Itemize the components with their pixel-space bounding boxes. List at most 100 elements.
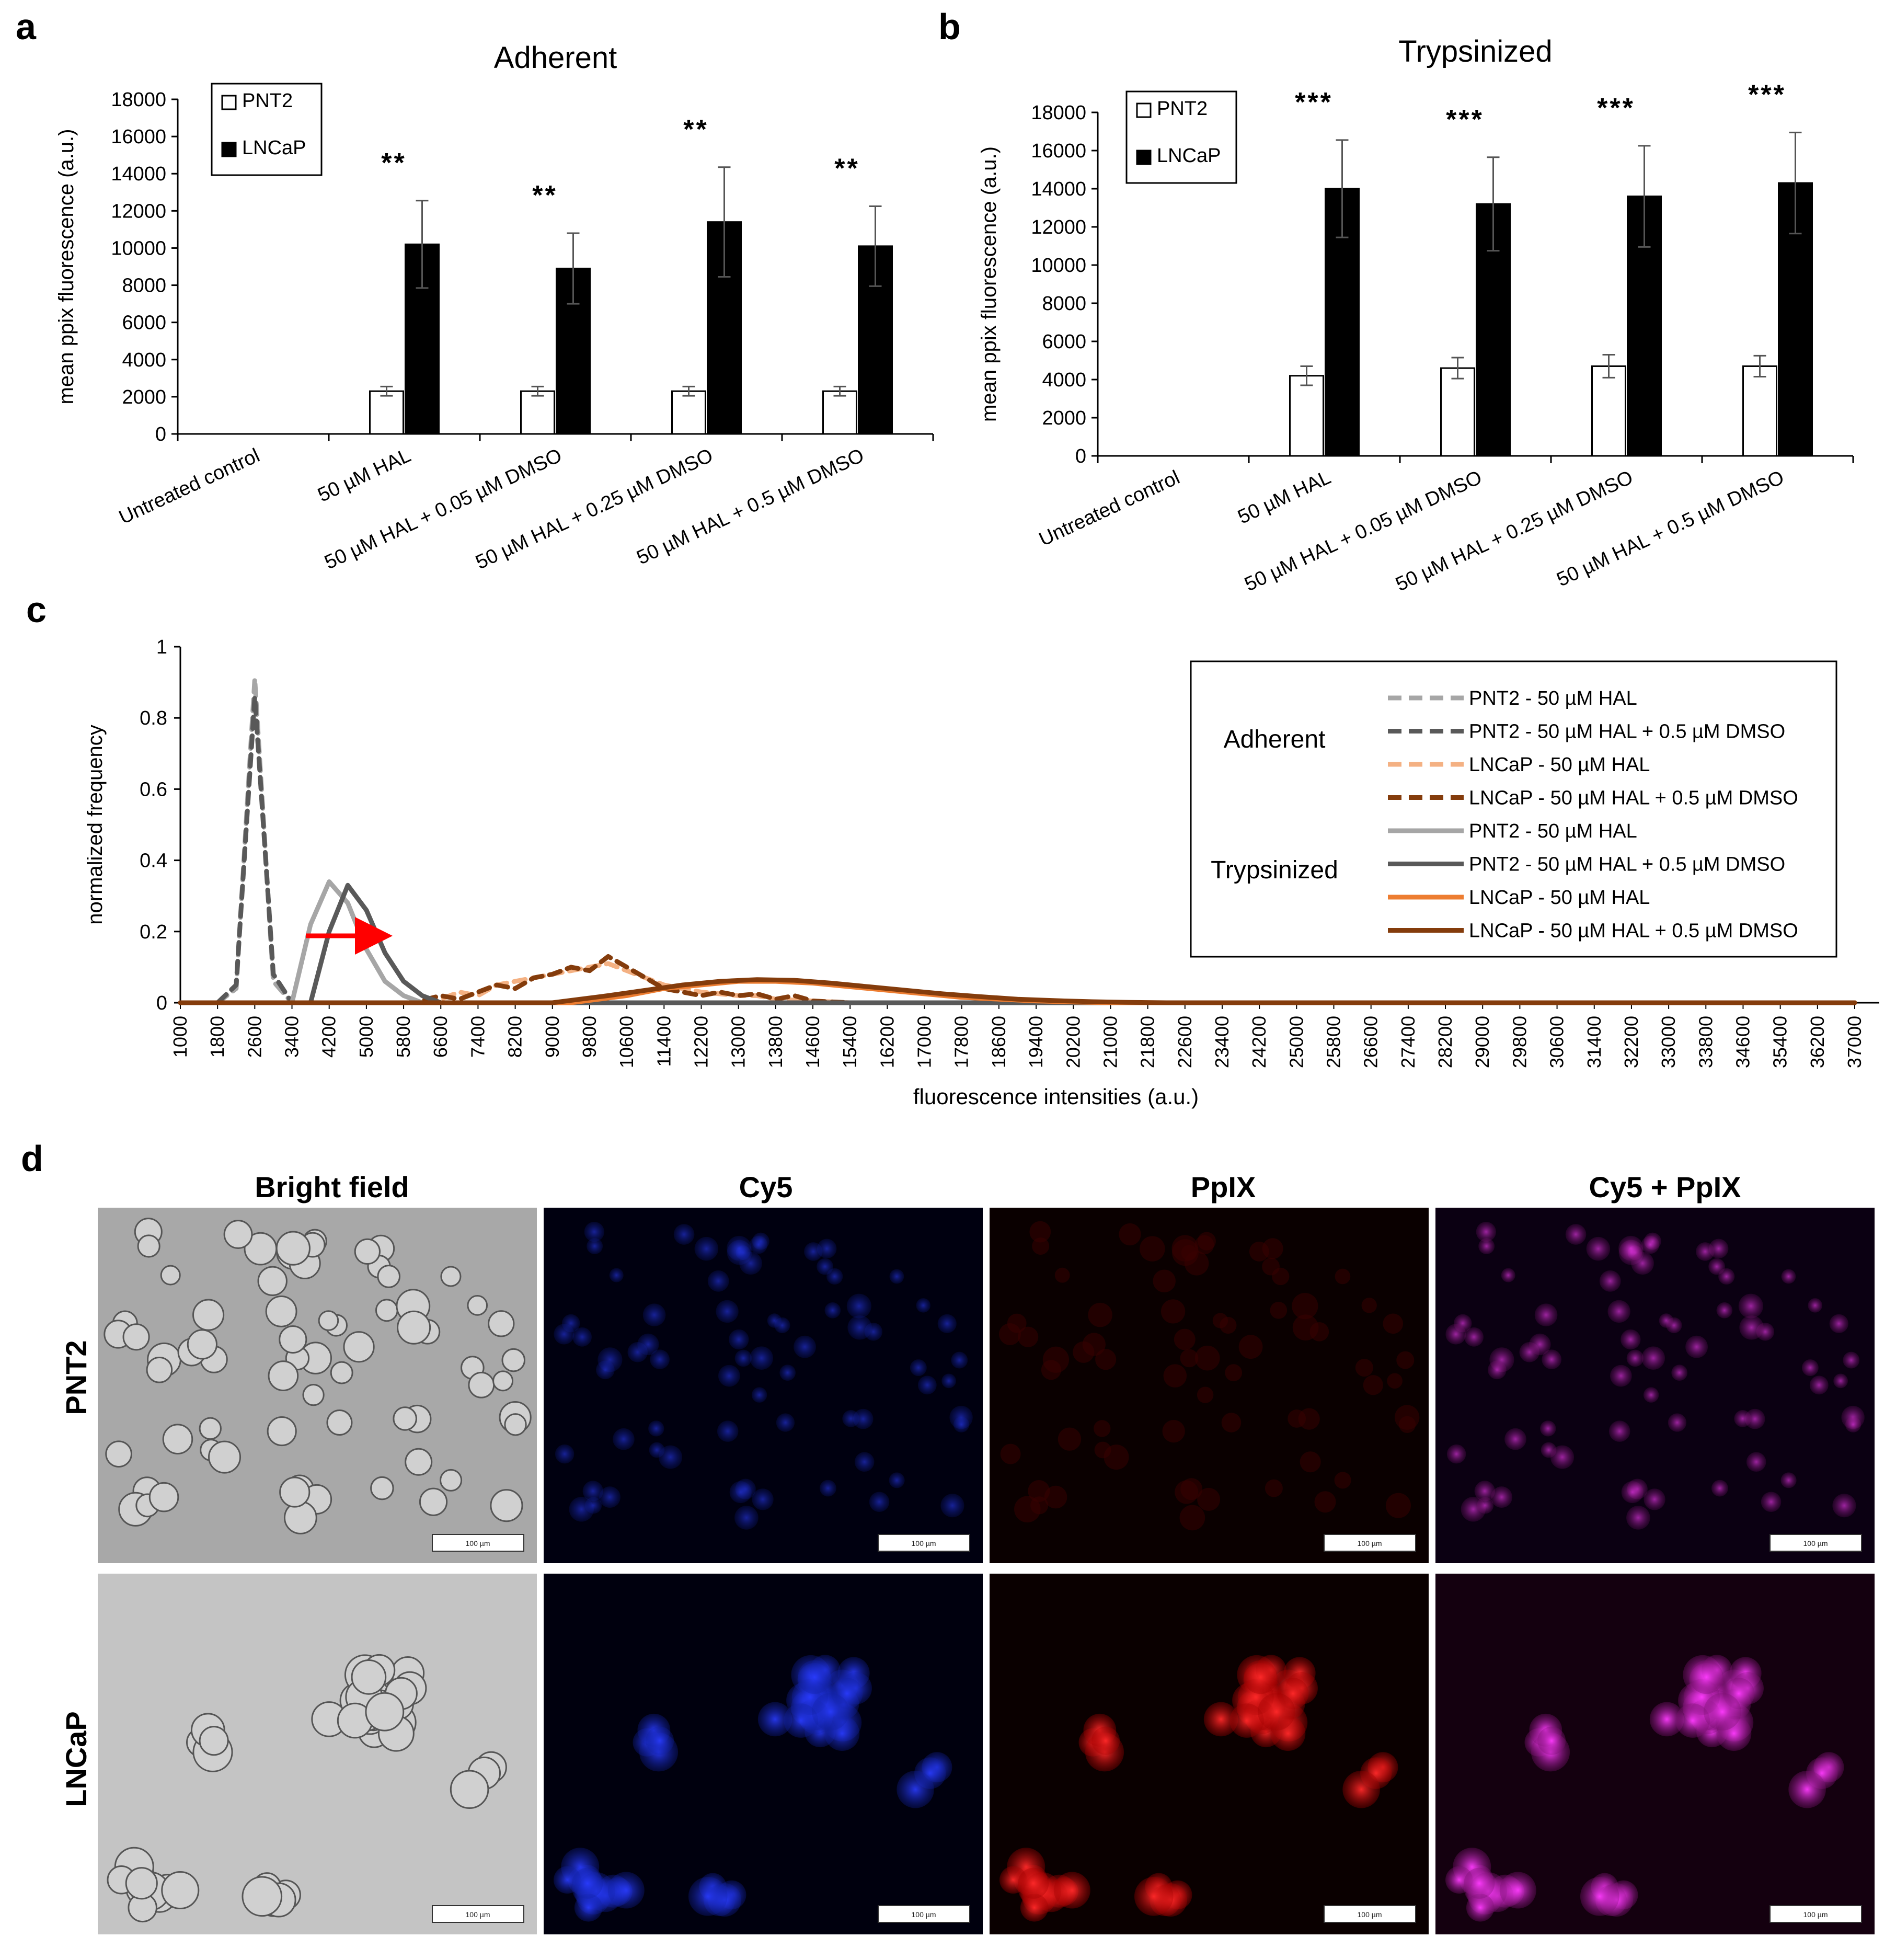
x-tick-label: 35400: [1769, 1016, 1791, 1068]
cell: [1761, 1492, 1782, 1512]
cell: [1288, 1409, 1306, 1428]
cell: [727, 1235, 752, 1261]
x-tick-label: 32200: [1621, 1016, 1642, 1068]
x-tick-label: 22600: [1174, 1016, 1196, 1068]
x-tick-label: 21800: [1137, 1016, 1158, 1068]
cell: [937, 1314, 957, 1333]
y-tick-label: 14000: [111, 163, 166, 185]
cell: [1032, 1237, 1050, 1255]
chart-a-adherent: Adherent mean ppix fluorescence (a.u.) 0 20…: [55, 41, 934, 574]
cell: [572, 1327, 592, 1347]
cell: [637, 1333, 659, 1356]
y-tick-label: 16000: [111, 126, 166, 148]
cell: [1675, 1703, 1710, 1738]
cell: [1739, 1315, 1764, 1340]
column-title: Cy5: [739, 1171, 793, 1203]
cell: [1197, 1487, 1221, 1511]
scale-bar: [1324, 1905, 1416, 1923]
cell: [1780, 1472, 1797, 1488]
cell: [1529, 1333, 1551, 1356]
x-tick-label: 7400: [467, 1016, 488, 1058]
scale-bar-label: 100 µm: [912, 1539, 936, 1548]
chart-c-histogram: 0 0.2 0.4 0.6 0.8 1 normalized frequency 1000 18…: [84, 636, 1879, 1109]
cell: [794, 1335, 817, 1358]
cell: [1398, 1416, 1416, 1433]
bar-pnt2: [671, 390, 706, 435]
cell: [161, 1871, 200, 1910]
cell: [1641, 1235, 1660, 1254]
cell: [1094, 1420, 1111, 1437]
cell: [1194, 1235, 1214, 1255]
x-tick-label: 33000: [1658, 1016, 1679, 1068]
cell: [1690, 1660, 1723, 1694]
panel-d-micrographs: Bright field Cy5 PpIX Cy5 + PpIX PNT2 LNCaP 10…: [60, 1171, 1875, 1934]
cell: [889, 1269, 904, 1284]
cell: [1829, 1314, 1848, 1333]
cell: [199, 1417, 222, 1440]
cell: [1711, 1480, 1728, 1497]
legend-label: PNT2 - 50 µM HAL: [1469, 820, 1637, 842]
cell: [1265, 1479, 1283, 1497]
cell: [1801, 1359, 1819, 1377]
cell: [1607, 1300, 1630, 1323]
y-tick-label: 16000: [1031, 140, 1086, 162]
y-tick-label: 0: [1075, 445, 1086, 467]
legend-label: LNCaP: [242, 137, 306, 159]
cell: [275, 1231, 311, 1266]
chart-b-trypsinized: Trypsinized mean ppix fluorescence (a.u.)…: [978, 35, 1854, 596]
cell: [1058, 1427, 1082, 1451]
x-tick-label: 25800: [1323, 1016, 1345, 1068]
x-tick-label: 30600: [1546, 1016, 1568, 1068]
cell: [1808, 1298, 1822, 1313]
cell: [1668, 1413, 1687, 1432]
x-tick-label: 31400: [1583, 1016, 1605, 1068]
cell: [1744, 1408, 1765, 1429]
cell: [751, 1387, 767, 1403]
x-tick-label: 10600: [616, 1016, 637, 1068]
cell: [1685, 1335, 1708, 1358]
scale-bar: [1769, 1905, 1862, 1923]
x-tick-label: 50 µM HAL + 0.25 µM DMSO: [1393, 466, 1637, 595]
cell: [707, 1270, 729, 1292]
cell: [148, 1482, 179, 1512]
x-tick-label: 36200: [1807, 1016, 1828, 1068]
cell: [767, 1313, 782, 1328]
legend-label: LNCaP - 50 µM HAL + 0.5 µM DMSO: [1469, 787, 1798, 809]
cell: [1809, 1376, 1829, 1395]
cell: [440, 1266, 462, 1287]
cell: [1716, 1302, 1733, 1319]
cell: [1197, 1386, 1214, 1403]
series-line: [178, 954, 1857, 1005]
y-tick-label: 1: [156, 636, 167, 658]
cell: [1225, 1364, 1243, 1382]
cell: [1272, 1267, 1290, 1286]
cell: [187, 1329, 217, 1360]
x-tick-label: 33800: [1695, 1016, 1716, 1068]
x-tick-label: 27400: [1397, 1016, 1419, 1068]
cell: [242, 1876, 283, 1917]
cell: [1477, 1497, 1494, 1514]
micrograph-lncap-2: 100 µm: [990, 1574, 1429, 1934]
x-tick-label: 3400: [281, 1016, 303, 1058]
legend-box: [1190, 660, 1837, 958]
legend-swatch: [1136, 150, 1152, 165]
cell: [137, 1234, 160, 1258]
legend-label: PNT2 - 50 µM HAL + 0.5 µM DMSO: [1469, 721, 1785, 743]
cell: [1703, 1693, 1741, 1731]
cell: [853, 1408, 874, 1429]
x-tick-label: 24200: [1248, 1016, 1270, 1068]
cell: [125, 1867, 158, 1900]
cell: [846, 1293, 871, 1319]
cell: [1649, 1702, 1684, 1737]
cell: [659, 1445, 683, 1469]
x-tick-label: 19400: [1025, 1016, 1047, 1068]
x-tick-label: Untreated control: [1036, 466, 1183, 551]
bar-pnt2: [1289, 375, 1324, 457]
y-tick-label: 18000: [1031, 102, 1086, 124]
cell: [584, 1221, 604, 1242]
cell: [318, 1310, 339, 1331]
cell: [375, 1299, 398, 1322]
micrograph-lncap-3: 100 µm: [1435, 1574, 1875, 1934]
cell: [1643, 1387, 1659, 1403]
cell: [1082, 1333, 1106, 1356]
